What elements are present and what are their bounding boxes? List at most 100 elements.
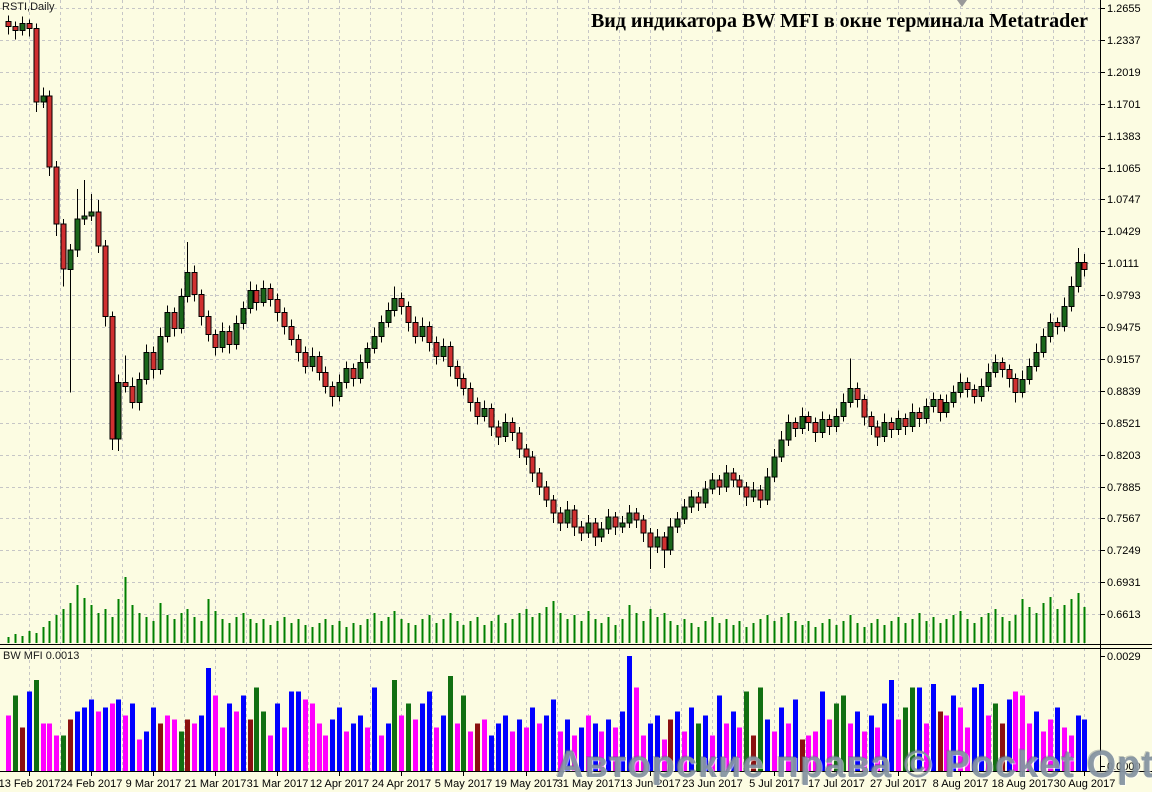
mfi-bar	[806, 735, 811, 771]
mfi-bar	[841, 695, 846, 771]
candle-body	[930, 399, 937, 408]
mfi-bar	[317, 723, 322, 771]
mfi-bar	[565, 719, 570, 771]
candle-body	[502, 422, 509, 438]
price-axis[interactable]: 1.2655 1.2337 1.2019 1.1701 1.1383 1.1065 1.07…	[1100, 3, 1141, 773]
price-tick-label: 0.8839	[1107, 386, 1141, 398]
candle-body	[681, 506, 688, 520]
candle-body	[157, 336, 164, 371]
mfi-bar	[834, 703, 839, 771]
candle-body	[288, 326, 295, 340]
candle-body	[81, 215, 88, 220]
candle-body	[854, 388, 861, 401]
candle-body	[964, 382, 971, 391]
candle-body	[198, 293, 205, 317]
candle-body	[247, 289, 254, 309]
price-tick-label: 1.0429	[1107, 226, 1141, 238]
candle-body	[578, 526, 585, 534]
date-tick-label: 31 May 2017	[557, 778, 621, 790]
mfi-bar	[6, 715, 11, 771]
mfi-bar	[882, 703, 887, 771]
volume-layer	[7, 577, 1086, 643]
mfi-bar	[662, 739, 667, 771]
candle-body	[419, 326, 426, 337]
mfi-bar	[441, 715, 446, 771]
mfi-bar	[427, 691, 432, 771]
candle-body	[336, 382, 343, 398]
mfi-bar	[358, 715, 363, 771]
mfi-bar	[475, 723, 480, 771]
mfi-bar	[827, 719, 832, 771]
mfi-bar	[627, 656, 632, 771]
mfi-bar	[951, 695, 956, 771]
candle-body	[799, 416, 806, 430]
mfi-bar	[772, 731, 777, 771]
candle-body	[571, 509, 578, 528]
date-tick-label: 24 Apr 2017	[372, 778, 431, 790]
candle-body	[557, 512, 564, 524]
candle-body	[1006, 369, 1013, 380]
mfi-bar	[123, 715, 128, 771]
candle-body	[605, 516, 612, 530]
mfi-bar	[668, 719, 673, 771]
date-tick-label: 8 Aug 2017	[933, 778, 989, 790]
candle-body	[716, 479, 723, 488]
date-tick-label: 31 Mar 2017	[247, 778, 309, 790]
mfi-bar	[579, 727, 584, 771]
candle-body	[971, 389, 978, 398]
candle-body	[730, 472, 737, 481]
mfi-bar	[489, 735, 494, 771]
candle-body	[398, 297, 405, 307]
mfi-bar	[813, 731, 818, 771]
candle-body	[943, 402, 950, 414]
candle-body	[364, 348, 371, 363]
candle-body	[19, 23, 26, 31]
price-tick-label: 1.1701	[1107, 99, 1141, 111]
candle-body	[102, 245, 109, 317]
mfi-bar	[199, 715, 204, 771]
candle-body	[171, 311, 178, 329]
candle-body	[219, 331, 226, 348]
candle-body	[985, 372, 992, 388]
mfi-bar	[1007, 699, 1012, 771]
price-tick-label: 0.6613	[1107, 609, 1141, 621]
candle-body	[509, 422, 516, 434]
mfi-bar	[572, 735, 577, 771]
mfi-bar	[1062, 727, 1067, 771]
candle-body	[460, 378, 467, 390]
candle-body	[757, 489, 764, 501]
mfi-bar	[1000, 723, 1005, 771]
mfi-bar	[862, 731, 867, 771]
mfi-bar	[289, 691, 294, 771]
candle-body	[895, 418, 902, 431]
candle-body	[1026, 366, 1033, 381]
mfi-bar	[1027, 723, 1032, 771]
mfi-bar	[151, 707, 156, 771]
mfi-bar	[889, 679, 894, 771]
candle-body	[736, 479, 743, 488]
mfi-bar	[613, 727, 618, 771]
mfi-bar	[965, 727, 970, 771]
mfi-bar	[482, 719, 487, 771]
price-tick-label: 0.7249	[1107, 545, 1141, 557]
mfi-bar	[793, 699, 798, 771]
mfi-bar	[1041, 731, 1046, 771]
candle-body	[536, 472, 543, 488]
candle-body	[640, 519, 647, 534]
candle-body	[274, 298, 281, 313]
candle-body	[233, 322, 240, 345]
price-tick-label: 1.2019	[1107, 67, 1141, 79]
candle-body	[164, 311, 171, 337]
mfi-bar	[744, 691, 749, 771]
price-tick-label: 1.0747	[1107, 194, 1141, 206]
date-axis[interactable]: 13 Feb 2017 24 Feb 2017 9 Mar 2017 21 Mar 2…	[0, 772, 1115, 790]
mfi-bar	[779, 707, 784, 771]
mfi-bar	[820, 691, 825, 771]
candle-body	[868, 416, 875, 428]
mfi-bar	[1013, 691, 1018, 771]
candle-body	[1081, 261, 1088, 270]
mfi-bar	[303, 699, 308, 771]
candle-body	[109, 315, 116, 440]
mfi-bar	[75, 711, 80, 771]
candle-body	[861, 399, 868, 418]
